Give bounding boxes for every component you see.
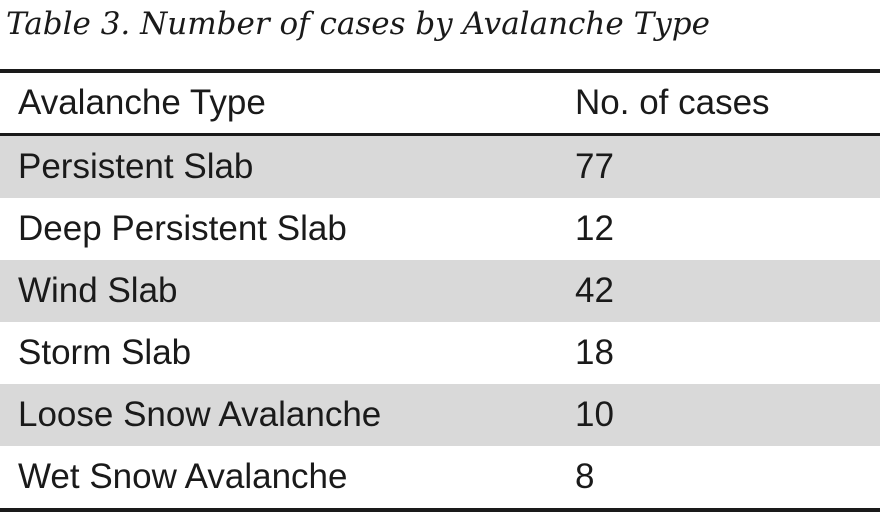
table-row: Wet Snow Avalanche 8 xyxy=(0,446,880,508)
bottom-rule xyxy=(0,508,880,512)
header-cell: Avalanche Type xyxy=(18,83,266,122)
header-cell: No. of cases xyxy=(575,83,770,122)
table-cell: Wet Snow Avalanche xyxy=(18,457,348,496)
top-rule xyxy=(0,69,880,73)
table-cell: Loose Snow Avalanche xyxy=(18,395,382,434)
table-row: Loose Snow Avalanche 10 xyxy=(0,384,880,446)
table-title: Table 3. Number of cases by Avalanche Ty… xyxy=(6,6,710,42)
table-cell: 42 xyxy=(575,271,614,310)
table-cell: Deep Persistent Slab xyxy=(18,209,347,248)
table-cell: Wind Slab xyxy=(18,271,178,310)
table-body: Persistent Slab 77 Deep Persistent Slab 12 W… xyxy=(0,136,880,508)
table-cell: 10 xyxy=(575,395,614,434)
table-cell: 12 xyxy=(575,209,614,248)
table-row: Persistent Slab 77 xyxy=(0,136,880,198)
header-row: Avalanche Type No. of cases xyxy=(0,73,880,133)
table: Avalanche Type No. of cases Persistent Sl… xyxy=(0,69,880,512)
table-row: Deep Persistent Slab 12 xyxy=(0,198,880,260)
header-rule xyxy=(0,133,880,136)
table-row: Wind Slab 42 xyxy=(0,260,880,322)
table-cell: 77 xyxy=(575,147,614,186)
table-row: Storm Slab 18 xyxy=(0,322,880,384)
table-cell: Persistent Slab xyxy=(18,147,254,186)
table-cell: 8 xyxy=(575,457,595,496)
table-cell: 18 xyxy=(575,333,614,372)
table-cell: Storm Slab xyxy=(18,333,192,372)
